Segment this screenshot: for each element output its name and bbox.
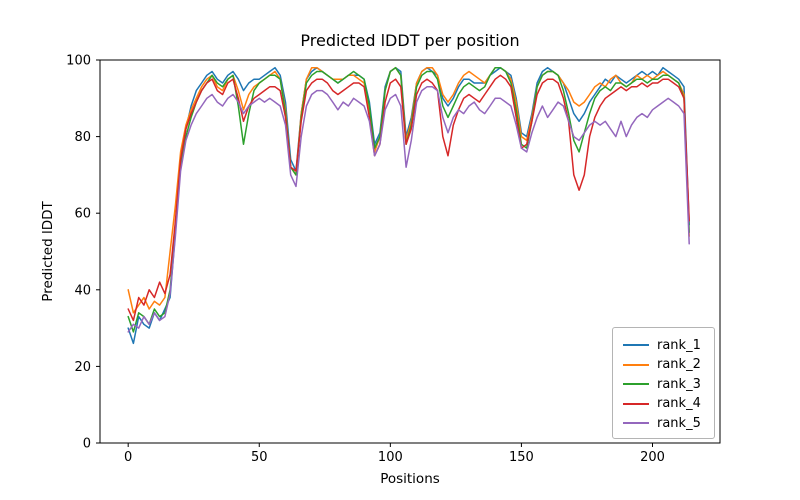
series-line-rank_1	[127, 66, 690, 345]
x-tick-label: 0	[124, 450, 132, 465]
y-tick-label: 100	[66, 54, 91, 69]
legend-label-rank_3: rank_3	[657, 376, 701, 392]
x-axis-label: Positions	[380, 471, 440, 487]
legend-label-rank_5: rank_5	[657, 415, 701, 431]
legend-entry-rank_4: rank_4	[623, 395, 704, 413]
series-line-rank_2	[127, 66, 690, 314]
y-axis-label: Predicted lDDT	[40, 201, 56, 302]
chart-title: Predicted lDDT per position	[300, 31, 519, 50]
x-tick-label: 150	[509, 450, 534, 465]
legend-label-rank_1: rank_1	[657, 337, 701, 353]
legend-swatch-rank_1	[623, 344, 649, 346]
y-tick-label: 0	[83, 437, 91, 452]
legend-entry-rank_2: rank_2	[623, 356, 704, 374]
series-line-rank_4	[127, 74, 690, 322]
series-line-rank_5	[127, 86, 690, 333]
legend-entry-rank_5: rank_5	[623, 414, 704, 432]
legend-box: rank_1 rank_2 rank_3 rank_4 rank_5	[612, 327, 715, 439]
x-tick-label: 50	[251, 450, 268, 465]
legend-label-rank_4: rank_4	[657, 396, 701, 411]
legend-label-rank_2: rank_2	[657, 357, 701, 372]
legend-swatch-rank_5	[623, 422, 649, 424]
plot-lines	[127, 66, 690, 345]
axes-spines	[99, 59, 721, 444]
legend-swatch-rank_4	[623, 402, 649, 405]
y-axis-ticks: 0 20 40 60 80 100	[66, 54, 100, 452]
x-tick-label: 200	[640, 450, 665, 465]
legend-swatch-rank_3	[623, 383, 649, 385]
legend-swatch-rank_2	[623, 363, 649, 366]
legend-entry-rank_3: rank_3	[623, 375, 704, 393]
y-tick-label: 40	[74, 283, 91, 298]
x-axis-ticks: 0 50 100 150 200	[124, 443, 665, 465]
y-tick-label: 60	[74, 207, 91, 222]
legend-entry-rank_1: rank_1	[623, 336, 704, 354]
x-tick-label: 100	[378, 450, 403, 465]
y-tick-label: 20	[74, 360, 91, 375]
y-tick-label: 80	[74, 130, 91, 145]
